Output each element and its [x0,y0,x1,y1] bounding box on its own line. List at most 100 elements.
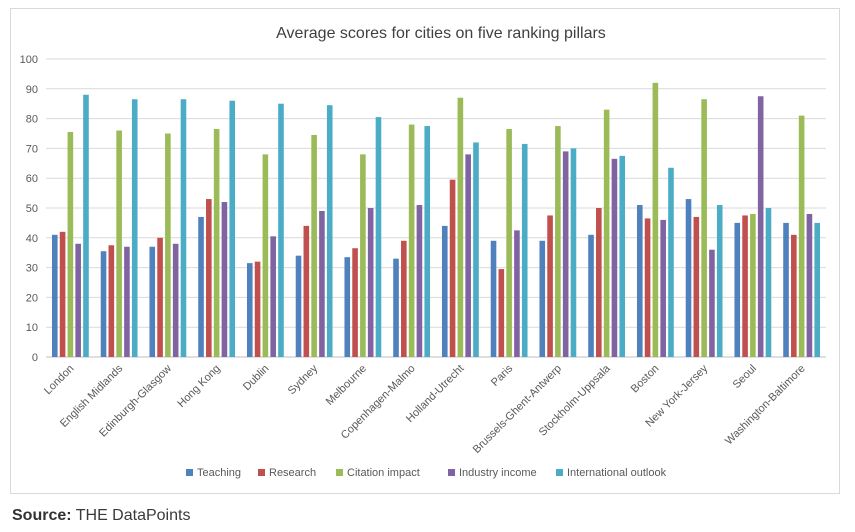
bar [213,129,220,357]
bar [570,148,577,357]
bar [685,199,692,357]
bar [644,218,651,357]
y-tick-label: 80 [26,114,38,126]
bar [490,240,497,357]
bar [83,94,89,357]
source-text: THE DataPoints [75,507,191,524]
bar [798,115,805,358]
bar [709,249,715,357]
bar [278,103,284,357]
bar [588,234,594,357]
y-tick-label: 20 [26,292,38,304]
bar [401,240,407,357]
legend-swatch [448,469,455,476]
chart-frame: Average scores for cities on five rankin… [10,8,840,494]
bar [636,205,643,357]
bar [375,117,382,357]
bar [59,231,66,357]
bar [514,230,520,357]
bar [100,251,107,357]
x-tick-label: Hong Kong [175,363,222,410]
legend-label: Teaching [197,467,241,479]
source-line: Source: THE DataPoints [12,507,190,525]
bar [603,109,610,357]
bar [742,215,748,357]
x-tick-label: Dublin [241,363,272,394]
bar [352,248,358,357]
bar-chart: Average scores for cities on five rankin… [20,25,826,479]
bar [521,143,528,357]
bar [555,126,561,357]
source-label: Source: [12,507,72,524]
bar [668,167,674,357]
bar [765,208,772,357]
bar [547,215,553,357]
bar [611,158,618,357]
bar [198,216,204,357]
bar [465,154,471,357]
bar [229,100,236,357]
y-tick-label: 70 [26,143,38,155]
bar [814,222,821,357]
bar [157,237,163,357]
bar [319,210,325,357]
x-tick-label: Seoul [731,363,759,391]
bar [124,246,130,357]
bar [116,130,122,357]
bar [562,151,569,357]
bar [165,133,171,357]
bar [441,225,448,357]
x-tick-label: Washington-Baltimore [723,363,808,448]
bar [270,236,276,357]
y-tick-label: 50 [26,203,38,215]
y-tick-label: 10 [26,322,38,334]
bar [360,154,366,357]
bar [311,134,317,357]
bar [367,208,374,357]
bar [424,126,431,357]
legend-swatch [556,469,563,476]
bar [734,222,741,357]
bar [180,99,187,357]
x-tick-label: Boston [629,363,662,396]
y-tick-label: 30 [26,263,38,275]
bar [539,240,546,357]
bar [693,216,700,357]
y-tick-label: 90 [26,84,38,96]
bar [806,213,813,357]
y-tick-label: 0 [32,352,38,364]
bar [473,142,479,357]
bar [660,219,666,357]
legend-label: Research [269,467,316,479]
bar [498,269,505,357]
bar [108,245,115,357]
x-tick-label: London [42,363,76,397]
bar [75,243,81,357]
bar [750,213,756,357]
x-tick-label: Paris [489,362,516,389]
bar [783,222,789,357]
y-tick-label: 60 [26,173,38,185]
bar [344,257,351,357]
legend-label: Citation impact [347,467,420,479]
bar [254,261,261,357]
bar [246,263,253,357]
bar [295,255,302,357]
legend-label: Industry income [459,467,537,479]
bar [131,99,138,357]
bar [262,154,269,357]
bar [596,208,602,357]
bar [303,225,310,357]
legend-swatch [186,469,193,476]
bar [791,234,797,357]
x-tick-label: Brussels-Ghent-Antwerp [471,363,564,456]
bar [393,258,399,357]
legend-swatch [336,469,343,476]
bar [716,205,723,357]
bar [172,243,179,357]
bar [457,97,464,358]
x-tick-label: Sydney [286,362,321,397]
bar [757,96,764,357]
bar [506,129,512,357]
bar [206,199,212,357]
